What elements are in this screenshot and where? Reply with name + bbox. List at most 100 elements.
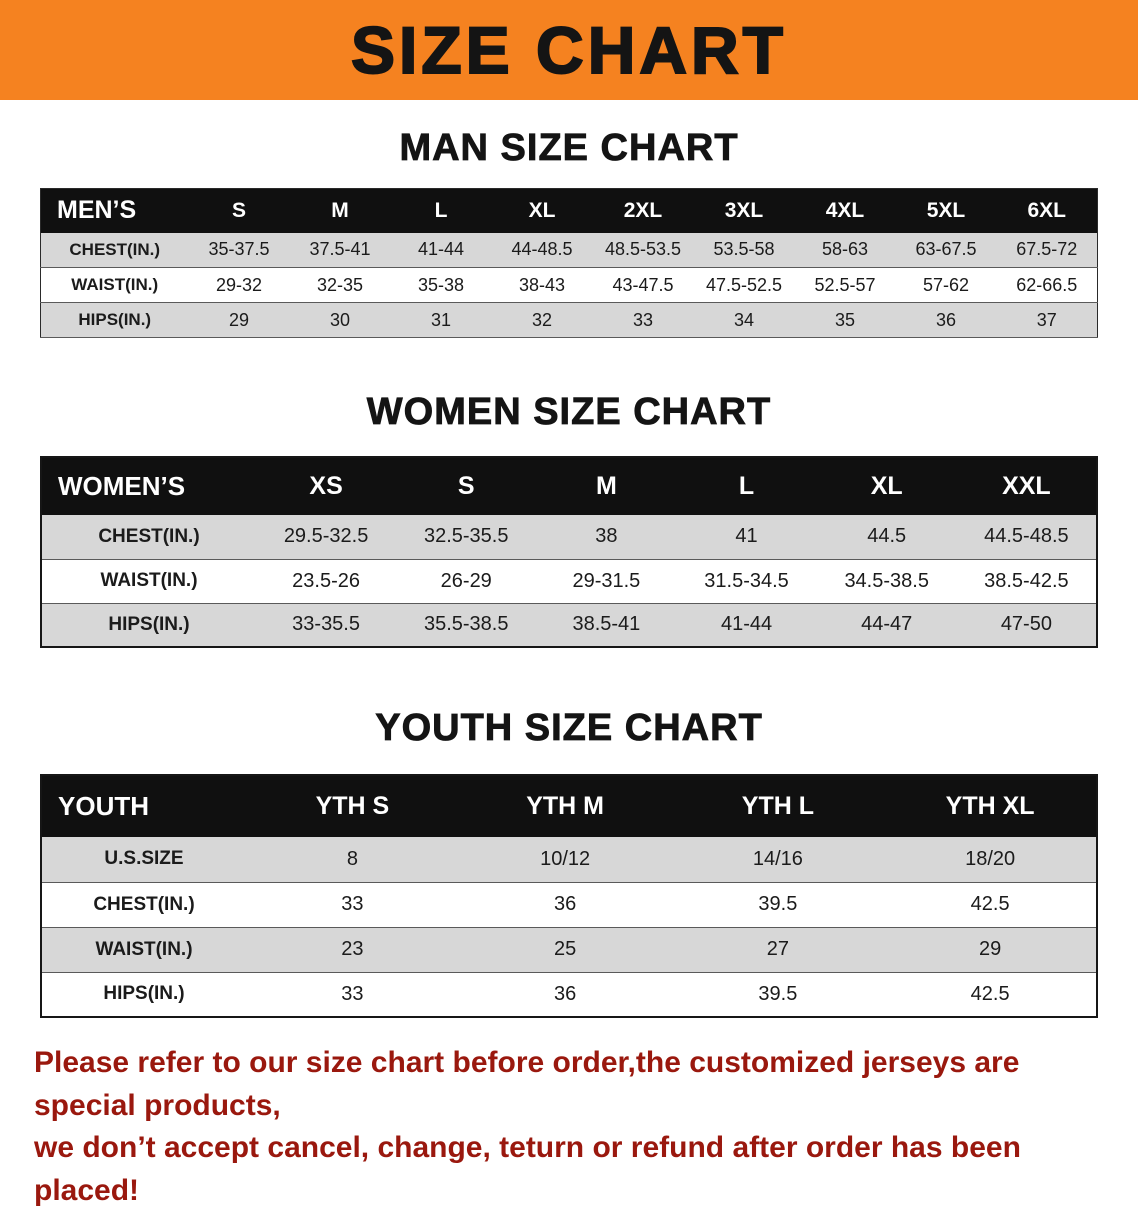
size-header-cell: XXL	[956, 457, 1097, 515]
value-cell: 31	[390, 302, 492, 338]
value-cell: 33-35.5	[256, 603, 397, 647]
size-header-cell: S	[396, 457, 537, 515]
row-label-cell: CHEST(IN.)	[40, 232, 189, 268]
value-cell: 29	[884, 927, 1097, 972]
value-cell: 35-37.5	[188, 232, 290, 268]
value-cell: 36	[895, 302, 997, 338]
value-cell: 35	[794, 302, 896, 338]
value-cell: 41-44	[676, 603, 817, 647]
value-cell: 32.5-35.5	[396, 515, 537, 559]
value-cell: 44-47	[816, 603, 957, 647]
value-cell: 67.5-72	[996, 232, 1098, 268]
value-cell: 53.5-58	[693, 232, 795, 268]
youth-size-section: YOUTH SIZE CHART YOUTH YTH S YTH M YTH L YTH…	[0, 706, 1138, 1018]
value-cell: 48.5-53.5	[592, 232, 694, 268]
value-cell: 23.5-26	[256, 559, 397, 603]
value-cell: 33	[592, 302, 694, 338]
table-row: WAIST(IN.) 23.5-26 26-29 29-31.5 31.5-34.5 34…	[41, 559, 1097, 603]
value-cell: 32-35	[289, 267, 391, 303]
value-cell: 44.5	[816, 515, 957, 559]
value-cell: 10/12	[458, 837, 672, 882]
table-row: U.S.SIZE 8 10/12 14/16 18/20	[41, 837, 1097, 882]
size-header-cell: 5XL	[895, 188, 997, 233]
value-cell: 37.5-41	[289, 232, 391, 268]
youth-size-heading: YOUTH SIZE CHART	[375, 707, 763, 750]
value-cell: 33	[246, 972, 459, 1017]
value-cell: 41-44	[390, 232, 492, 268]
value-cell: 47.5-52.5	[693, 267, 795, 303]
value-cell: 33	[246, 882, 459, 927]
women-size-table: WOMEN’S XS S M L XL XXL CHEST(IN.) 29.5-32.5 32.5…	[40, 456, 1098, 648]
size-header-cell: YTH M	[458, 775, 672, 837]
size-header-cell: XL	[491, 188, 593, 233]
value-cell: 38	[536, 515, 677, 559]
value-cell: 62-66.5	[996, 267, 1098, 303]
size-header-cell: XS	[256, 457, 397, 515]
value-cell: 63-67.5	[895, 232, 997, 268]
youth-size-table: YOUTH YTH S YTH M YTH L YTH XL U.S.SIZE 8 10/12…	[40, 774, 1098, 1018]
table-row: CHEST(IN.) 33 36 39.5 42.5	[41, 882, 1097, 927]
size-header-cell: L	[676, 457, 817, 515]
header-row: MEN’S S M L XL 2XL 3XL 4XL 5XL 6XL	[40, 188, 1098, 233]
row-label-cell: U.S.SIZE	[41, 837, 246, 882]
row-label-cell: WAIST(IN.)	[41, 927, 246, 972]
table-title-cell: YOUTH	[41, 775, 246, 837]
table-row: HIPS(IN.) 29 30 31 32 33 34 35 36 37	[40, 302, 1098, 338]
value-cell: 41	[676, 515, 817, 559]
header-row: WOMEN’S XS S M L XL XXL	[41, 457, 1097, 515]
size-header-cell: YTH S	[246, 775, 459, 837]
value-cell: 36	[458, 972, 672, 1017]
value-cell: 36	[458, 882, 672, 927]
table-row: HIPS(IN.) 33 36 39.5 42.5	[41, 972, 1097, 1017]
value-cell: 37	[996, 302, 1098, 338]
value-cell: 42.5	[884, 882, 1097, 927]
value-cell: 38-43	[491, 267, 593, 303]
disclaimer-line-1: Please refer to our size chart before or…	[34, 1046, 1020, 1122]
size-header-cell: S	[188, 188, 290, 233]
table-row: WAIST(IN.) 23 25 27 29	[41, 927, 1097, 972]
row-label-cell: HIPS(IN.)	[41, 972, 246, 1017]
value-cell: 35-38	[390, 267, 492, 303]
value-cell: 34	[693, 302, 795, 338]
table-row: WAIST(IN.) 29-32 32-35 35-38 38-43 43-47.5 47.…	[40, 267, 1098, 303]
value-cell: 29-32	[188, 267, 290, 303]
disclaimer: Please refer to our size chart before or…	[0, 1042, 1138, 1212]
banner: SIZE CHART	[0, 0, 1138, 100]
value-cell: 25	[458, 927, 672, 972]
man-size-section: MAN SIZE CHART MEN’S S M L XL 2XL 3XL 4XL 5XL 6XL…	[0, 126, 1138, 338]
size-header-cell: YTH L	[671, 775, 885, 837]
value-cell: 27	[671, 927, 885, 972]
table-row: CHEST(IN.) 35-37.5 37.5-41 41-44 44-48.5 48.5…	[40, 232, 1098, 268]
women-size-heading: WOMEN SIZE CHART	[366, 391, 772, 434]
table-row: HIPS(IN.) 33-35.5 35.5-38.5 38.5-41 41-44 44-…	[41, 603, 1097, 647]
value-cell: 43-47.5	[592, 267, 694, 303]
value-cell: 18/20	[884, 837, 1097, 882]
value-cell: 8	[246, 837, 459, 882]
size-header-cell: L	[390, 188, 492, 233]
value-cell: 38.5-41	[536, 603, 677, 647]
value-cell: 34.5-38.5	[816, 559, 957, 603]
value-cell: 52.5-57	[794, 267, 896, 303]
size-header-cell: 4XL	[794, 188, 896, 233]
value-cell: 31.5-34.5	[676, 559, 817, 603]
women-size-section: WOMEN SIZE CHART WOMEN’S XS S M L XL XXL CHEST(…	[0, 390, 1138, 648]
value-cell: 39.5	[671, 972, 885, 1017]
page-title: SIZE CHART	[350, 12, 787, 88]
row-label-cell: CHEST(IN.)	[41, 515, 256, 559]
value-cell: 26-29	[396, 559, 537, 603]
size-header-cell: M	[289, 188, 391, 233]
value-cell: 29.5-32.5	[256, 515, 397, 559]
size-header-cell: 2XL	[592, 188, 694, 233]
value-cell: 42.5	[884, 972, 1097, 1017]
size-header-cell: M	[536, 457, 677, 515]
row-label-cell: HIPS(IN.)	[41, 603, 256, 647]
row-label-cell: HIPS(IN.)	[40, 302, 189, 338]
header-row: YOUTH YTH S YTH M YTH L YTH XL	[41, 775, 1097, 837]
value-cell: 35.5-38.5	[396, 603, 537, 647]
value-cell: 44.5-48.5	[956, 515, 1097, 559]
value-cell: 44-48.5	[491, 232, 593, 268]
value-cell: 47-50	[956, 603, 1097, 647]
size-header-cell: 6XL	[996, 188, 1098, 233]
size-header-cell: 3XL	[693, 188, 795, 233]
